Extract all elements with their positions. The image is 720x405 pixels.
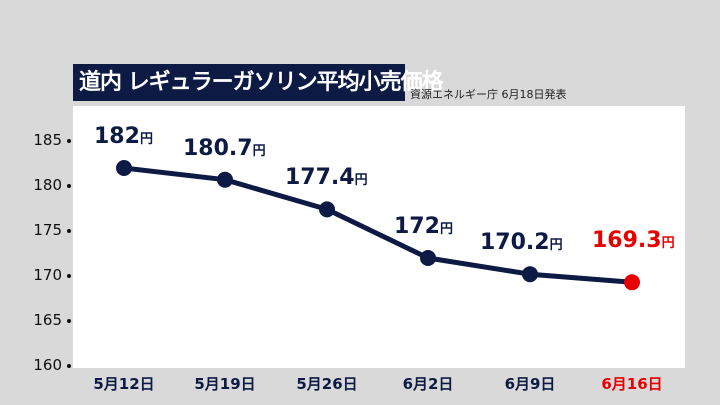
data-point: [522, 266, 538, 283]
price-line: [123, 165, 633, 285]
x-tick-label: 6月2日: [402, 375, 454, 393]
x-tick-label: 5月19日: [194, 375, 256, 393]
data-point: [116, 160, 132, 176]
x-tick-label: 5月12日: [93, 375, 155, 393]
data-label: 172円: [394, 214, 453, 239]
y-tick-label: 160: [33, 356, 62, 374]
data-point: [217, 171, 233, 188]
y-tick-mark: [67, 319, 71, 323]
y-tick-label: 170: [33, 266, 62, 284]
x-tick-label: 6月9日: [504, 375, 556, 393]
data-label: 177.4円: [285, 165, 368, 191]
y-tick-label: 185: [33, 131, 62, 149]
data-label: 182円: [94, 124, 153, 149]
y-tick-mark: [67, 229, 71, 233]
data-point: [420, 250, 436, 266]
y-tick-label: 180: [33, 176, 62, 194]
y-tick-mark: [67, 139, 71, 143]
chart-title: 道内 レギュラーガソリン平均小売価格: [73, 64, 444, 101]
y-tick-mark: [67, 274, 71, 278]
data-label: 170.2円: [480, 230, 563, 256]
y-tick-mark: [67, 184, 71, 188]
data-label: 169.3円: [592, 228, 675, 254]
y-tick-mark: [67, 364, 71, 368]
y-tick-label: 175: [33, 221, 62, 239]
x-tick-label: 5月26日: [296, 375, 358, 393]
data-point: [319, 201, 335, 218]
y-tick-label: 165: [33, 311, 62, 329]
data-label: 180.7円: [183, 135, 266, 161]
x-tick-label: 6月16日: [601, 375, 663, 393]
source-note: 資源エネルギー庁 6月18日発表: [410, 88, 567, 101]
data-point: [624, 274, 640, 291]
